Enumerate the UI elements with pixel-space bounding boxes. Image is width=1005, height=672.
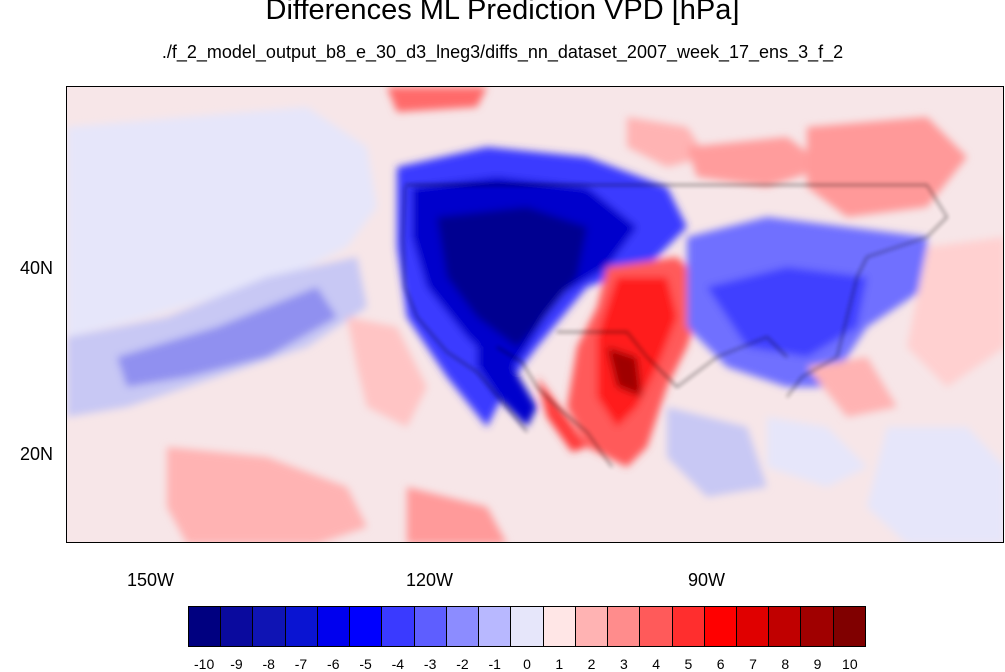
colorbar-tick-label: -8 <box>262 656 275 672</box>
colorbar-swatch <box>575 607 609 646</box>
colorbar-swatch <box>285 607 318 646</box>
colorbar-tick-label: 2 <box>587 656 596 672</box>
colorbar-tick-label: -10 <box>194 656 215 672</box>
colorbar <box>188 606 866 647</box>
chart-title: Differences ML Prediction VPD [hPa] <box>265 0 740 26</box>
colorbar-swatch <box>543 607 576 646</box>
colorbar-tick-label: 8 <box>781 656 790 672</box>
colorbar-tick-label: -1 <box>488 656 501 672</box>
colorbar-tick-label: -5 <box>359 656 372 672</box>
colorbar-swatch <box>833 607 865 646</box>
lat-label-40n: 40N <box>20 258 54 278</box>
colorbar-swatch <box>672 607 705 646</box>
colorbar-swatch <box>769 607 802 646</box>
colorbar-swatch <box>189 607 222 646</box>
colorbar-tick-label: 3 <box>619 656 628 672</box>
colorbar-swatch <box>704 607 737 646</box>
colorbar-swatch <box>253 607 286 646</box>
chart-subtitle: ./f_2_model_output_b8_e_30_d3_lneg3/diff… <box>161 42 844 62</box>
colorbar-tick-label: -2 <box>456 656 469 672</box>
colorbar-tick-label: 0 <box>523 656 531 672</box>
map-panel <box>66 86 1004 543</box>
colorbar-swatch <box>350 607 383 646</box>
difference-field-map <box>67 87 1003 542</box>
colorbar-tick-label: -6 <box>327 656 340 672</box>
colorbar-tick-label: 9 <box>813 656 822 672</box>
colorbar-swatch <box>382 607 415 646</box>
colorbar-swatch <box>801 607 834 646</box>
colorbar-swatch <box>414 607 447 646</box>
colorbar-swatch <box>446 607 480 646</box>
colorbar-tick-label: 6 <box>716 656 725 672</box>
colorbar-tick-label: -3 <box>423 656 437 672</box>
colorbar-tick-label: 10 <box>842 656 858 672</box>
colorbar-tick-label: 4 <box>652 656 661 672</box>
colorbar-tick-label: -9 <box>230 656 243 672</box>
colorbar-tick-label: -4 <box>391 656 405 672</box>
colorbar-swatch <box>479 607 512 646</box>
colorbar-swatch <box>511 607 544 646</box>
colorbar-swatch <box>317 607 351 646</box>
colorbar-swatch <box>608 607 641 646</box>
colorbar-tick-label: 5 <box>684 656 693 672</box>
colorbar-swatch <box>221 607 254 646</box>
colorbar-tick-label: 7 <box>749 656 757 672</box>
lat-label-20n: 20N <box>20 444 54 464</box>
colorbar-tick-label: 1 <box>555 656 564 672</box>
colorbar-tick-label: -7 <box>294 656 308 672</box>
lon-label-120w: 120W <box>406 570 454 590</box>
lon-label-90w: 90W <box>688 570 726 590</box>
lon-label-150w: 150W <box>127 570 175 590</box>
colorbar-swatch <box>736 607 770 646</box>
colorbar-swatch <box>640 607 673 646</box>
